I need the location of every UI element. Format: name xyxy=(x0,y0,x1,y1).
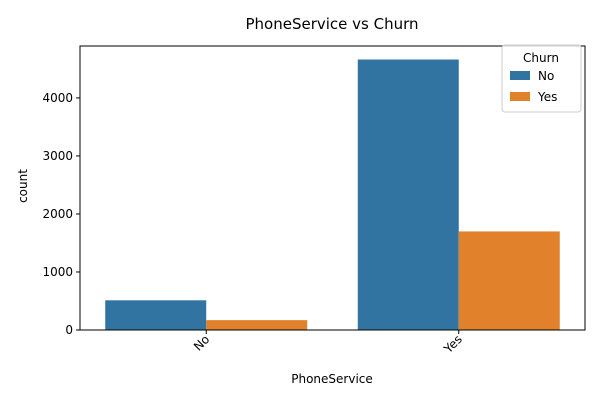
bar-no-churn-yes xyxy=(206,320,308,330)
legend-label-no: No xyxy=(538,69,554,83)
x-tick-label-no: No xyxy=(191,332,212,353)
x-tick-label-yes: Yes xyxy=(441,332,465,356)
legend-title: Churn xyxy=(523,51,559,65)
x-axis-label: PhoneService xyxy=(291,372,373,386)
legend: Churn No Yes xyxy=(501,44,582,113)
legend-swatch-yes xyxy=(510,92,530,101)
y-tick-label: 1000 xyxy=(42,265,73,279)
y-tick-label: 2000 xyxy=(42,207,73,221)
bar-yes-churn-yes xyxy=(458,231,560,330)
legend-swatch-no xyxy=(510,71,530,80)
bar-yes-churn-no xyxy=(357,59,459,331)
y-tick-label: 4000 xyxy=(42,91,73,105)
chart-title: PhoneService vs Churn xyxy=(245,15,418,33)
y-axis-label: count xyxy=(16,169,30,203)
bars-group xyxy=(105,59,560,331)
y-axis: 0 1000 2000 3000 4000 xyxy=(42,91,80,337)
y-tick-label: 3000 xyxy=(42,149,73,163)
y-tick-label: 0 xyxy=(65,323,73,337)
x-axis: No Yes xyxy=(191,330,465,357)
bar-no-churn-no xyxy=(105,300,207,330)
legend-label-yes: Yes xyxy=(537,90,557,104)
plot-frame xyxy=(79,45,586,331)
